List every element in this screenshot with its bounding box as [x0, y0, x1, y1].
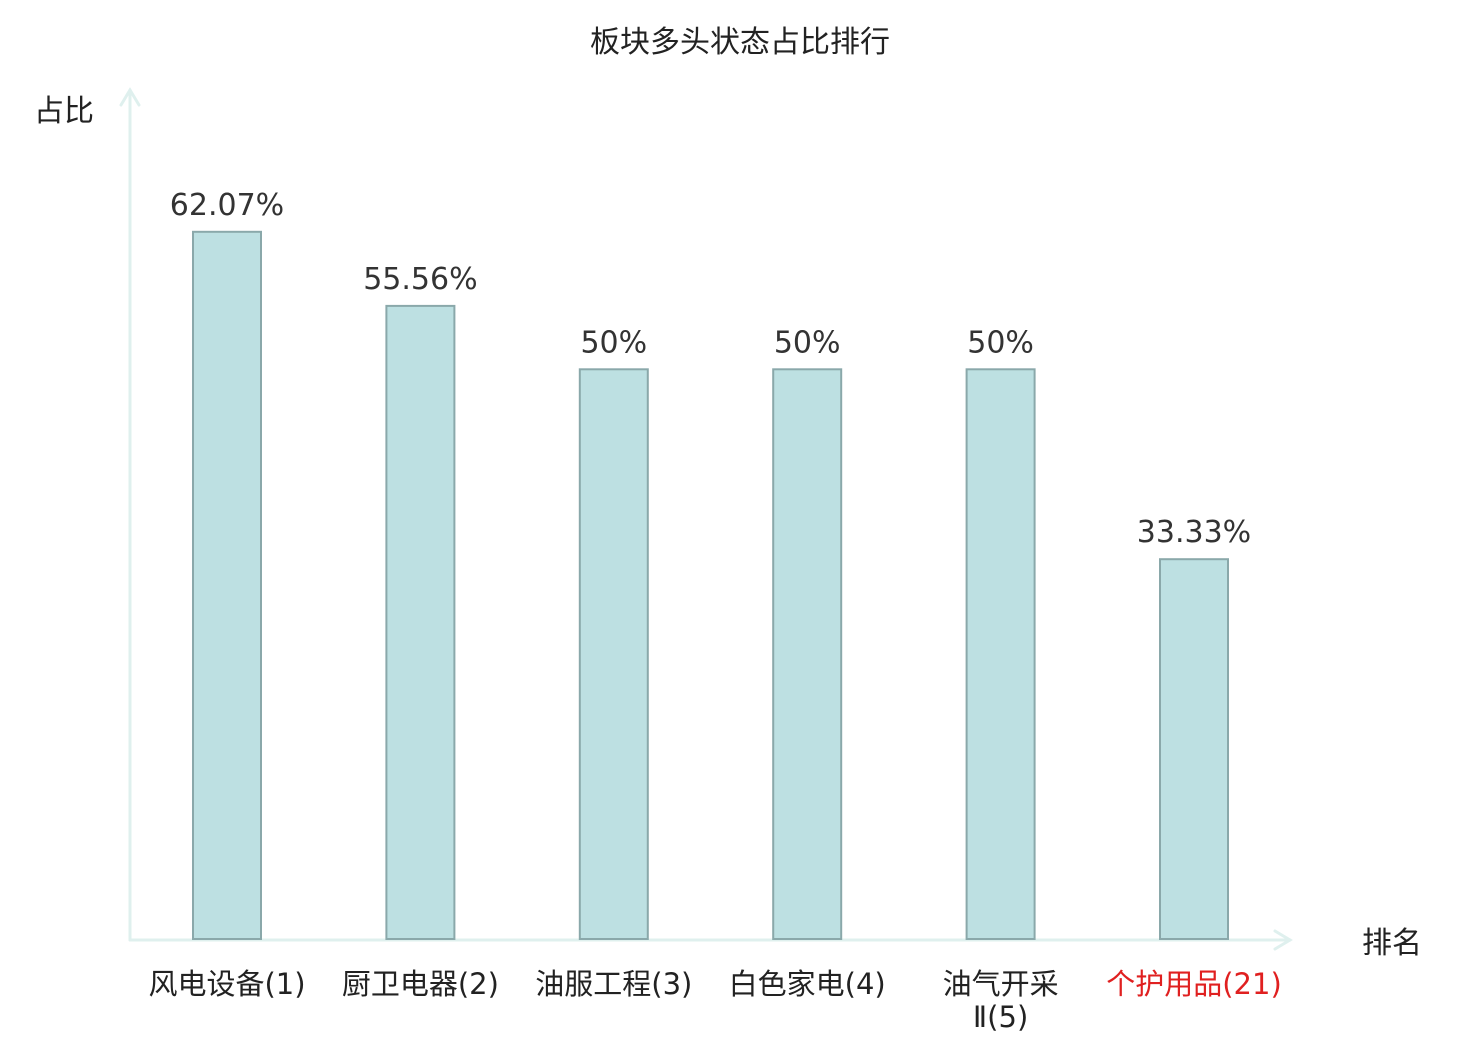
bar-value-label: 50%: [967, 325, 1034, 360]
bar-value-label: 55.56%: [363, 262, 477, 297]
bar: [192, 230, 262, 941]
x-tick-label: 白色家电(4): [729, 967, 886, 1001]
bar: [772, 368, 843, 940]
chart-title: 板块多头状态占比排行: [590, 25, 890, 60]
x-tick-label: 个护用品(21): [1106, 967, 1282, 1001]
x-tick-label: 风电设备(1): [148, 967, 305, 1001]
bar: [1159, 558, 1229, 940]
x-tick-label-line: 风电设备(1): [148, 967, 305, 1001]
y-axis-arrow: [119, 87, 141, 107]
bar: [578, 368, 649, 940]
x-tick-label-line: 油服工程(3): [535, 967, 692, 1001]
x-tick-label-line: 个护用品(21): [1106, 967, 1282, 1001]
x-tick-label-line: 油气开采: [943, 967, 1059, 1001]
x-tick-label: 厨卫电器(2): [342, 967, 499, 1001]
bar-value-label: 50%: [580, 325, 647, 360]
x-tick-label-line: Ⅱ(5): [973, 1000, 1028, 1034]
axes: [119, 87, 1293, 951]
bars-group: [192, 230, 1229, 941]
x-axis-label: 排名: [1362, 926, 1422, 961]
x-tick-label-line: 厨卫电器(2): [342, 967, 499, 1001]
x-tick-label: 油服工程(3): [535, 967, 692, 1001]
bar: [385, 304, 456, 940]
x-tick-label-line: 白色家电(4): [729, 967, 886, 1001]
x-axis-arrow: [1273, 929, 1293, 951]
bar-value-label: 62.07%: [170, 188, 284, 223]
bar: [965, 368, 1036, 940]
bar-value-label: 33.33%: [1137, 515, 1251, 550]
bar-value-label: 50%: [774, 325, 841, 360]
y-axis-label: 占比: [34, 94, 94, 129]
value-labels-group: 62.07% 55.56% 50% 50% 50% 33.33%: [170, 188, 1251, 550]
